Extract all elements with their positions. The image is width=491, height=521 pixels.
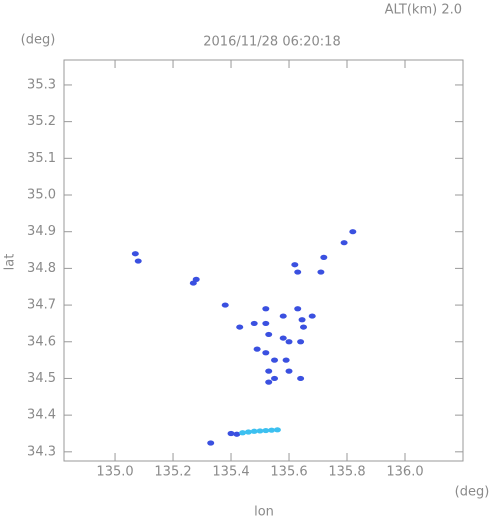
subtitle: ALT(km) 2.0 [385,3,462,18]
echo-point [265,379,273,385]
y-tick-label: 34.6 [27,334,56,349]
echo-point [265,368,273,374]
echo-point [282,357,290,363]
echo-point [262,350,270,356]
y-tick-label: 34.9 [27,224,56,239]
echo-point [285,339,293,345]
echo-point [271,375,279,382]
chart-title: 2016/11/28 06:20:18 [203,35,340,50]
echo-point [256,428,264,434]
echo-point [207,440,215,446]
x-tick-label: 135.2 [154,465,191,480]
echo-point [349,229,357,235]
x-tick-label: 135.8 [328,465,365,480]
y-tick-label: 34.4 [27,408,56,423]
y-tick-label: 34.8 [27,261,56,276]
echo-point [285,368,293,374]
echo-point [300,324,308,330]
echo-point [297,375,305,382]
echo-point [262,306,270,312]
echo-point [271,357,279,363]
y-unit: (deg) [21,33,56,48]
x-tick-label: 135.6 [270,465,307,480]
echo-point [273,427,281,433]
x-tick-label: 136.0 [386,465,423,480]
echo-point [244,429,252,435]
echo-point [253,346,261,352]
y-tick-label: 35.2 [27,114,56,129]
echo-point [279,335,287,341]
echo-point [294,306,302,312]
y-tick-label: 34.7 [27,298,56,313]
echo-point [279,313,287,319]
echo-point [298,317,306,323]
echo-point [297,339,305,345]
echo-point [221,302,229,308]
echo-point [236,324,244,330]
plot-frame [63,59,464,462]
y-tick-label: 34.3 [27,444,56,459]
x-axis-label: lon [254,505,274,520]
echo-point [250,320,258,327]
y-tick-label: 35.3 [27,77,56,92]
echo-point [320,254,328,260]
echo-point [291,262,299,268]
echo-point [262,320,270,327]
y-tick-label: 35.1 [27,151,56,166]
echo-point [233,431,241,437]
echo-point [192,276,200,282]
echo-point [131,251,139,257]
echo-point [227,430,235,437]
echo-point [265,331,273,338]
echo-point [134,258,142,264]
echo-point [239,430,247,436]
echo-point [317,269,325,275]
y-tick-label: 35.0 [27,188,56,203]
y-tick-label: 34.5 [27,371,56,386]
x-tick-label: 135.4 [212,465,249,480]
echo-point [294,269,302,275]
x-tick-label: 135.0 [96,465,133,480]
x-unit: (deg) [455,485,490,500]
echo-point [250,428,258,434]
y-axis-label: lat [3,254,18,271]
echo-point [268,427,276,433]
echo-point [308,313,316,319]
echo-point [340,240,348,246]
echo-point [262,427,270,434]
